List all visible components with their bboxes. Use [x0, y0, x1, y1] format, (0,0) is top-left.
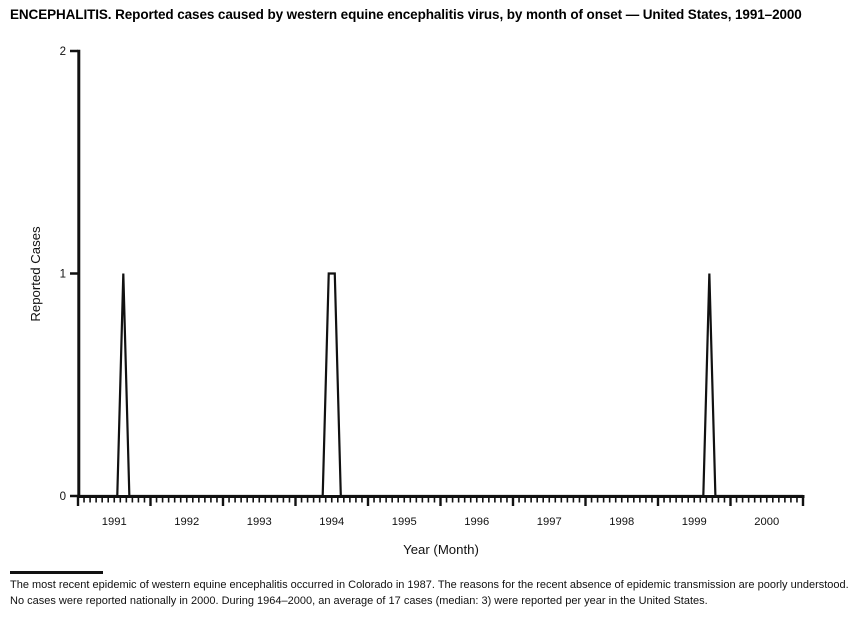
x-axis-title: Year (Month) — [403, 542, 479, 557]
year-label: 2000 — [754, 516, 779, 528]
chart-svg: 0 1 2 1991 1992 1993 1994 1995 1996 1997 1998 1999… — [28, 46, 805, 557]
footnote-text: The most recent epidemic of western equi… — [10, 579, 849, 607]
year-label: 1996 — [464, 516, 489, 528]
cases-line — [78, 272, 803, 498]
x-axis: 1991 1992 1993 1994 1995 1996 1997 1998 1999 2000 — [76, 495, 805, 528]
footnote-rule — [10, 571, 103, 574]
y-tick-label: 0 — [60, 491, 66, 503]
y-axis-title: Reported Cases — [28, 226, 43, 322]
year-label: 1994 — [319, 516, 344, 528]
year-label: 1992 — [174, 516, 199, 528]
y-tick-label: 1 — [60, 269, 66, 281]
chart-title: ENCEPHALITIS. Reported cases caused by w… — [10, 7, 802, 22]
year-label: 1993 — [247, 516, 272, 528]
year-label: 1991 — [102, 516, 127, 528]
year-label: 1995 — [392, 516, 417, 528]
y-axis: 0 1 2 — [60, 46, 81, 503]
year-label: 1998 — [609, 516, 634, 528]
data-series — [78, 272, 803, 498]
year-label: 1997 — [537, 516, 562, 528]
y-tick-label: 2 — [60, 46, 66, 58]
year-label: 1999 — [682, 516, 707, 528]
